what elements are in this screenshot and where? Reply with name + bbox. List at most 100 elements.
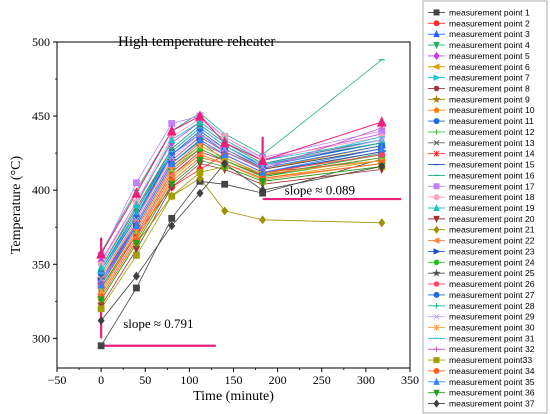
legend-marker-23 [433,248,441,255]
x-tick-label: 50 [139,373,151,387]
legend-label-22: measurement point 22 [449,236,535,246]
legend-item-17: measurement point 17 [428,181,535,191]
data-point-36 [259,177,267,186]
y-axis-label: Temperature (°C) [9,156,24,255]
series-lines [100,59,383,347]
plot-area: slope ≈ 0.791 slope ≈ 0.089 −50 0 50 100 150 2… [32,34,419,387]
x-tick-label: 100 [180,373,198,387]
y-tick-label: 300 [32,331,50,345]
data-point-28 [98,267,105,274]
legend-item-16: measurement point 16 [428,170,535,180]
accent-data-point [257,154,268,166]
slope-annotations: slope ≈ 0.791 slope ≈ 0.089 [123,183,355,331]
data-point-27 [168,151,176,159]
legend-item-6: measurement point 6 [428,62,530,72]
y-tick-label: 400 [32,183,50,197]
legend-label-25: measurement point 25 [449,268,535,278]
legend-item-19: measurement point 19 [428,203,535,213]
legend-marker-5 [433,51,440,60]
legend-label-4: measurement point 4 [449,40,530,50]
legend-label-3: measurement point 3 [449,29,530,39]
legend-marker-12 [433,129,440,135]
slope-lines [101,197,402,347]
data-point-33 [168,192,176,200]
data-point-22 [167,171,176,179]
legend-label-9: measurement point 9 [449,94,530,104]
legend-label-19: measurement point 19 [449,203,535,213]
legend-marker-24 [433,259,440,265]
legend-marker-13 [433,139,440,146]
x-tick-label: 250 [313,373,331,387]
legend-item-14: measurement point 14 [428,149,535,159]
legend-item-5: measurement point 5 [428,51,530,61]
legend-label-32: measurement point 32 [449,344,535,354]
accent-data-point [96,248,106,259]
legend-item-12: measurement point 12 [428,127,535,137]
legend-marker-8 [433,85,440,92]
data-point-37 [221,159,229,168]
legend-label-11: measurement point 11 [449,116,534,126]
legend-item-27: measurement point 27 [428,290,535,300]
legend-label-16: measurement point 16 [449,170,535,180]
legend-label-8: measurement point 8 [449,83,530,93]
legend-label-20: measurement point 20 [449,214,535,224]
data-point-21 [196,173,204,183]
series-line-7 [100,136,382,283]
data-point-36 [168,180,176,189]
legend-label-2: measurement point 2 [449,18,530,28]
legend-marker-27 [433,291,440,298]
data-point-21 [259,215,267,225]
accent-data-point [195,110,205,121]
legend-item-15: measurement point 15 [428,160,535,170]
data-point-36 [97,296,105,305]
legend-item-10: measurement point 10 [428,105,535,115]
x-tick-label: 350 [401,373,419,387]
data-point-37 [97,316,105,326]
data-point-28 [168,145,175,152]
legend-marker-29 [433,313,440,320]
data-point-19 [168,135,176,144]
legend-label-37: measurement point 37 [449,399,535,409]
data-point-37 [132,271,140,281]
legend-marker-14 [433,150,440,157]
legend-label-12: measurement point 12 [449,127,535,137]
slope-label-1: slope ≈ 0.791 [123,316,193,331]
data-point-37 [168,221,176,231]
data-point-30 [168,166,176,173]
legend-marker-9 [432,94,441,103]
data-point-35 [168,158,176,167]
legend-marker-7 [433,74,441,81]
legend-marker-35 [433,377,440,385]
plot-frame [56,41,411,369]
legend-marker-37 [433,399,440,408]
legend-marker-19 [433,203,440,212]
legend-item-37: measurement point 37 [428,399,535,409]
series-line-11 [100,127,382,274]
y-tick-label: 450 [32,109,50,123]
legend-marker-20 [433,215,440,224]
data-point-28 [196,121,203,128]
data-point-1 [221,180,229,188]
data-point-36 [132,240,141,249]
data-point-37 [378,162,386,171]
accent-data-point [376,116,387,127]
legend-label-17: measurement point 17 [449,181,535,191]
data-point-28 [133,207,140,214]
legend-item-4: measurement point 4 [428,40,530,50]
legend-item-23: measurement point 23 [428,246,535,256]
legend-marker-26 [433,280,440,287]
legend-label-10: measurement point 10 [449,105,535,115]
legend-label-18: measurement point 18 [449,192,535,202]
data-point-35 [132,221,141,230]
x-tick-label: −50 [48,373,67,387]
legend-item-9: measurement point 9 [428,94,530,104]
legend-item-8: measurement point 8 [428,83,530,93]
x-tick-label: 150 [225,373,243,387]
legend-item-18: measurement point 18 [428,192,535,202]
legend-marker-28 [433,303,440,309]
y-tick-label: 500 [32,35,50,49]
data-point-37 [196,188,204,198]
legend-item-26: measurement point 26 [428,279,535,289]
data-point-35 [259,167,267,176]
